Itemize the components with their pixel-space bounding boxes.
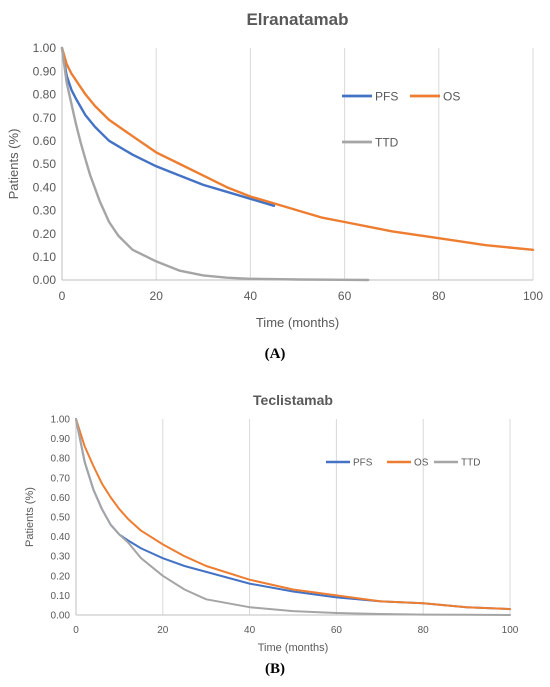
- y-tick-label: 0.70: [51, 473, 71, 484]
- x-tick-label: 0: [59, 289, 66, 303]
- y-tick-label: 0.70: [33, 111, 57, 125]
- y-axis-label: Patients (%): [6, 129, 21, 200]
- x-tick-label: 0: [73, 625, 79, 636]
- x-axis-label: Time (months): [256, 315, 339, 330]
- legend-label-ttd: TTD: [461, 458, 480, 469]
- y-tick-label: 0.80: [33, 88, 57, 102]
- x-tick-label: 60: [331, 625, 343, 636]
- series-line-ttd: [75, 418, 511, 616]
- y-tick-label: 1.00: [51, 415, 71, 426]
- y-tick-label: 0.10: [51, 591, 71, 602]
- y-tick-label: 1.00: [33, 41, 57, 55]
- y-tick-label: 0.50: [33, 157, 57, 171]
- x-tick-label: 80: [418, 625, 430, 636]
- legend-label-pfs: PFS: [375, 89, 398, 103]
- y-tick-label: 0.20: [33, 227, 57, 241]
- legend-label-os: OS: [414, 458, 429, 469]
- legend-label-pfs: PFS: [353, 458, 373, 469]
- y-tick-label: 0.40: [51, 532, 71, 543]
- series-line-pfs: [60, 46, 276, 207]
- y-tick-label: 0.90: [51, 434, 71, 445]
- y-tick-label: 0.60: [33, 134, 57, 148]
- chart-a: Elranatamab 0.00 0.10 0.20 0.30 0.40 0.50 0.60 0…: [6, 10, 543, 330]
- chart-b: Teclistamab 0.00 0.10 0.20 0.30 0.40 0.50 0.60 0…: [24, 392, 519, 654]
- y-tick-label: 0.90: [33, 64, 57, 78]
- y-tick-label: 0.30: [51, 552, 71, 563]
- y-axis-label: Patients (%): [24, 487, 36, 547]
- y-tick-label: 0.20: [51, 571, 71, 582]
- x-tick-label: 20: [150, 289, 164, 303]
- chart-title: Teclistamab: [253, 392, 333, 408]
- y-tick-label: 0.30: [33, 204, 57, 218]
- y-tick-label: 0.80: [51, 454, 71, 465]
- chart-title: Elranatamab: [246, 10, 348, 29]
- panel-label-a: (A): [264, 346, 286, 362]
- x-tick-label: 100: [523, 289, 543, 303]
- y-tick-label: 0.40: [33, 180, 57, 194]
- y-tick-label: 0.10: [33, 250, 57, 264]
- series-line-pfs: [75, 418, 511, 611]
- y-tick-label: 0.00: [33, 273, 57, 287]
- y-tick-label: 0.00: [51, 611, 71, 622]
- x-tick-label: 100: [502, 625, 519, 636]
- y-tick-label: 0.50: [51, 513, 71, 524]
- x-tick-label: 80: [432, 289, 446, 303]
- y-tick-label: 0.60: [51, 493, 71, 504]
- legend-label-ttd: TTD: [375, 135, 399, 149]
- x-tick-label: 40: [244, 625, 256, 636]
- series-line-ttd: [60, 46, 370, 282]
- x-tick-label: 40: [244, 289, 258, 303]
- legend-label-os: OS: [443, 89, 460, 103]
- x-axis-label: Time (months): [258, 642, 329, 654]
- x-tick-label: 20: [157, 625, 169, 636]
- series-line-os: [60, 46, 535, 251]
- series-line-os: [75, 418, 511, 611]
- panel-label-b: (B): [265, 661, 285, 677]
- x-tick-label: 60: [338, 289, 352, 303]
